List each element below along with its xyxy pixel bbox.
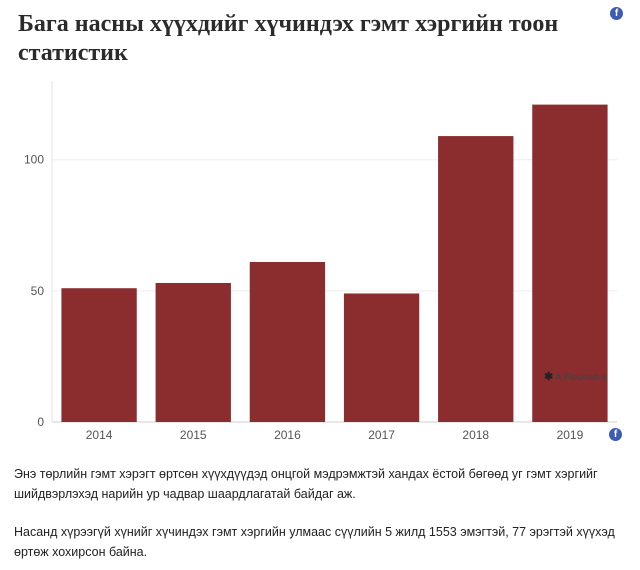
y-tick-label: 0	[37, 415, 44, 429]
bar-chart: 0 50 100 2014 2015 2016 2017 2018 2019	[24, 81, 617, 442]
y-tick-label: 100	[24, 153, 44, 167]
bar-2014	[61, 288, 137, 422]
chart-title: Бага насны хүүхдийг хүчиндэх гэмт хэргий…	[18, 11, 559, 66]
flourish-star-icon: ✱	[544, 371, 554, 383]
x-tick-label: 2016	[274, 428, 301, 442]
y-tick-label: 50	[31, 284, 45, 298]
bar-2015	[155, 282, 231, 422]
x-tick-label: 2019	[557, 428, 584, 442]
facebook-icon[interactable]: f	[609, 428, 622, 441]
facebook-icon[interactable]: f	[610, 7, 623, 20]
bar-2018	[438, 136, 514, 423]
bar-2016	[249, 261, 326, 422]
x-tick-label: 2018	[462, 428, 489, 442]
x-tick-label: 2015	[180, 428, 207, 442]
flourish-credit-text: A Flourish c	[555, 372, 607, 382]
bar-2019	[532, 104, 608, 422]
x-tick-label: 2017	[368, 428, 395, 442]
flourish-credit[interactable]: ✱ A Flourish c	[544, 370, 640, 384]
article-paragraph-2: Насанд хүрээгүй хүнийг хүчиндэх гэмт хэр…	[14, 525, 615, 559]
article-paragraph-1: Энэ төрлийн гэмт хэрэгт өртсөн хүүхдүүдэ…	[14, 467, 598, 501]
bar-2017	[343, 293, 420, 422]
x-tick-label: 2014	[86, 428, 113, 442]
